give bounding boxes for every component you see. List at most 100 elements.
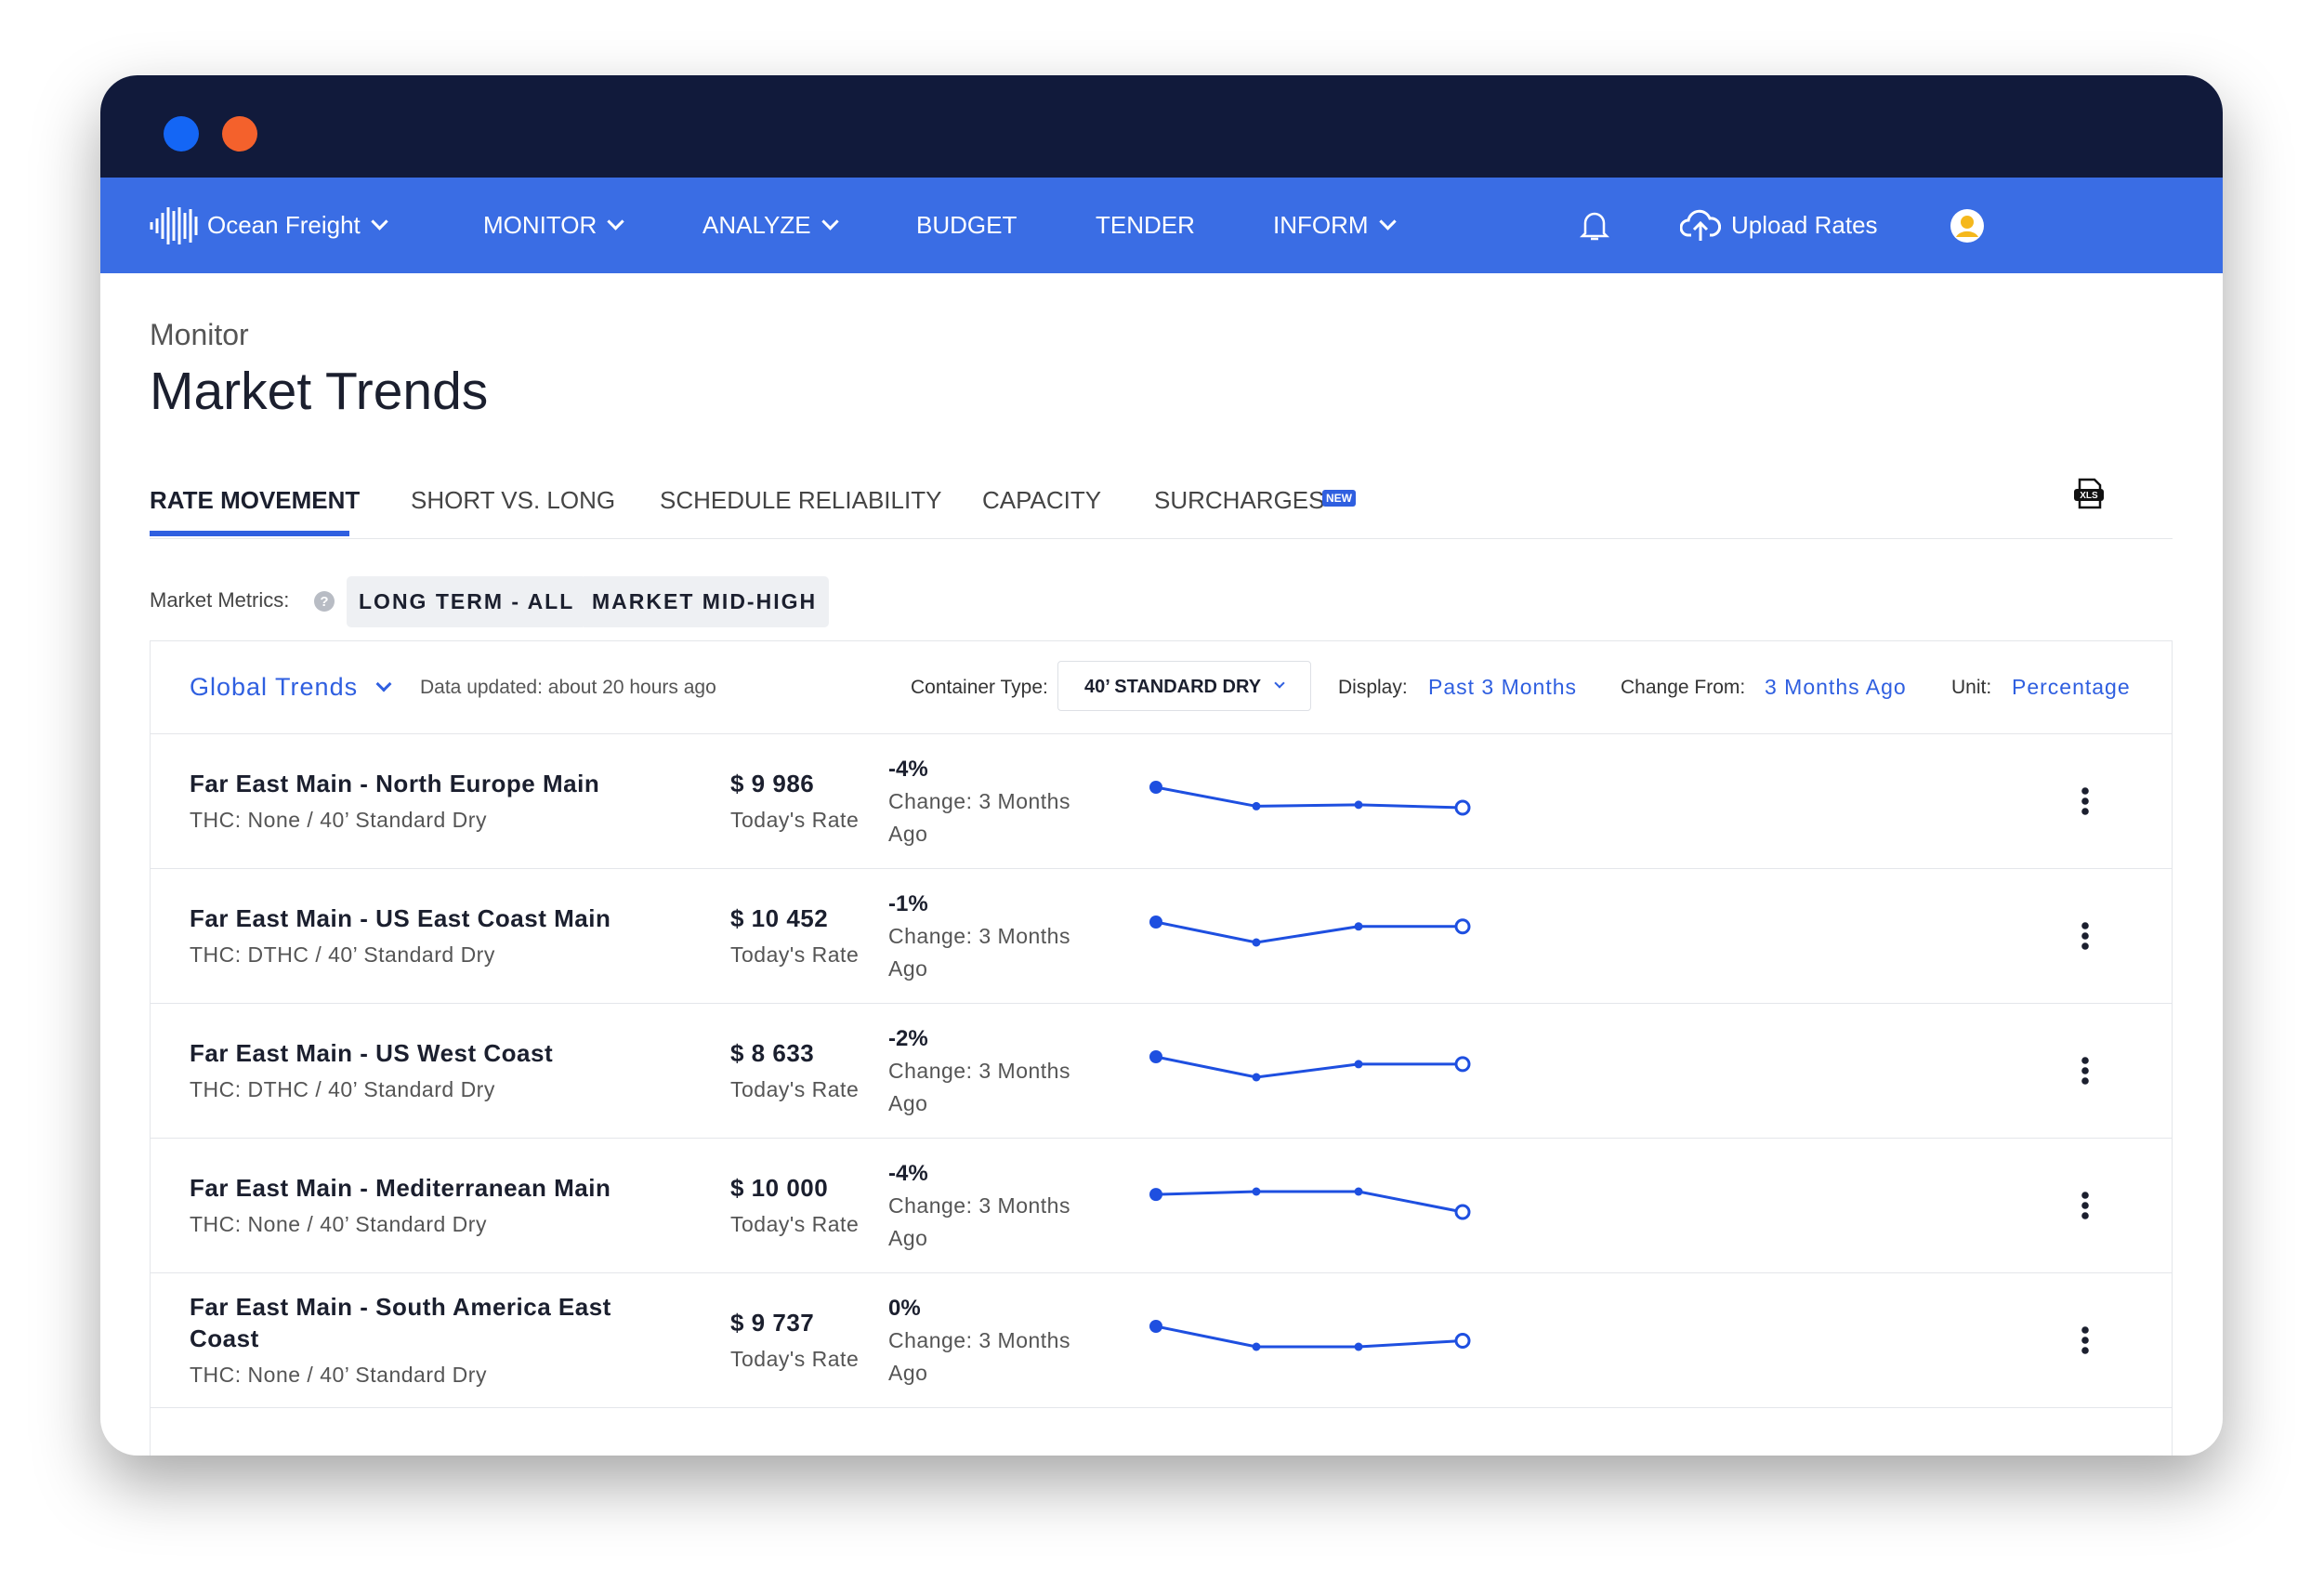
nav-label: INFORM [1273, 211, 1369, 239]
tab[interactable]: SURCHARGES [1154, 486, 1325, 514]
nav-label: TENDER [1096, 211, 1195, 239]
nav-item[interactable]: INFORM [1273, 178, 1397, 273]
tab[interactable]: CAPACITY [982, 486, 1102, 514]
menu-dot [2081, 1337, 2089, 1344]
change-col: 0% Change: 3 Months Ago [888, 1273, 1088, 1408]
lane-thc: THC: DTHC / 40’ Standard Dry [190, 942, 495, 967]
menu-dot [2081, 1347, 2089, 1354]
nav-item[interactable]: ANALYZE [702, 178, 839, 273]
help-icon[interactable]: ? [313, 590, 335, 613]
lane-row[interactable]: Far East Main - US East Coast Main THC: D… [151, 868, 2172, 1004]
lane-name: Far East Main - US West Coast [190, 1038, 554, 1067]
nav-item[interactable]: MONITOR [483, 178, 624, 273]
row-menu[interactable] [2081, 1192, 2089, 1219]
change-col: -4% Change: 3 Months Ago [888, 734, 1088, 869]
breadcrumb: Monitor [150, 318, 249, 351]
rate-col: $ 10 000 Today's Rate [730, 1139, 859, 1273]
avatar[interactable] [1950, 208, 1985, 244]
lane-row[interactable]: Far East Main - South America East Coast… [151, 1272, 2172, 1408]
rate: $ 10 000 [730, 1173, 829, 1202]
change-label: Change: 3 Months Ago [888, 1058, 1070, 1115]
change-label: Change From: [1621, 677, 1746, 698]
lane-row[interactable]: Far East Main - US West Coast THC: DTHC /… [151, 1003, 2172, 1139]
lane-row[interactable]: North Europe Main - US West Coast $ 10 71… [151, 1407, 2172, 1456]
row-menu[interactable] [2081, 1326, 2089, 1354]
svg-text:XLS: XLS [2080, 491, 2098, 501]
container-value: 40’ STANDARD DRY [1084, 677, 1262, 697]
product-name: Ocean Freight [207, 211, 361, 239]
tab[interactable]: RATE MOVEMENT [150, 486, 361, 514]
product-menu[interactable]: Ocean Freight [207, 178, 388, 273]
menu-dot [2081, 932, 2089, 940]
change-label: Change: 3 Months Ago [888, 788, 1070, 846]
trend-point [1454, 799, 1471, 816]
rate: $ 8 633 [730, 1038, 815, 1067]
trend-line [1155, 1190, 1464, 1214]
trend-point [1149, 916, 1162, 929]
menu-dot [2081, 787, 2089, 795]
nav-item[interactable]: BUDGET [916, 178, 1017, 273]
rate-label: Today's Rate [730, 1211, 860, 1236]
lane-col: Far East Main - US East Coast Main THC: D… [190, 869, 636, 1004]
sparkline [1149, 781, 2089, 816]
trend-point [1354, 922, 1363, 931]
rate: $ 9 986 [730, 769, 815, 797]
rate-col: $ 10 452 Today's Rate [730, 869, 859, 1004]
unit-label: Unit: [1951, 677, 1992, 698]
trend-point [1252, 1073, 1261, 1082]
trend-line [1155, 1324, 1464, 1349]
display-value[interactable]: Past 3 Months [1428, 675, 1578, 699]
trend-point [1354, 1187, 1363, 1196]
nav-label: BUDGET [916, 211, 1018, 239]
tab[interactable]: SCHEDULE RELIABILITY [660, 486, 942, 514]
change: -4% [888, 1160, 928, 1186]
lane-col: Far East Main - Mediterranean Main THC: N… [190, 1139, 636, 1273]
change: -2% [888, 1025, 928, 1051]
unit-value[interactable]: Percentage [2012, 675, 2131, 699]
bell-icon[interactable] [1580, 209, 1609, 243]
window-dot[interactable] [164, 116, 199, 152]
trend-point [1354, 800, 1363, 810]
tab-divider [150, 538, 2173, 539]
trend-line [1155, 785, 1464, 810]
lane-name: Far East Main - US East Coast Main [190, 903, 611, 932]
logo [150, 207, 198, 244]
xls-icon[interactable]: XLS [2072, 477, 2106, 510]
trend-point [1454, 1056, 1471, 1073]
lane-thc: THC: None / 40’ Standard Dry [190, 807, 487, 832]
lane-name: Far East Main - Mediterranean Main [190, 1173, 611, 1202]
sparkline [1149, 1187, 2089, 1220]
lane-row[interactable]: Far East Main - North Europe Main THC: No… [151, 733, 2172, 869]
rate-col: $ 9 986 Today's Rate [730, 734, 859, 869]
metric-chip[interactable]: LONG TERM - ALL [347, 576, 587, 627]
lane-thc: THC: None / 40’ Standard Dry [190, 1211, 487, 1236]
change-value[interactable]: 3 Months Ago [1765, 675, 1907, 699]
menu-dot [2081, 1202, 2089, 1209]
trend-point [1454, 1204, 1471, 1220]
upload-rates[interactable]: Upload Rates [1731, 211, 1878, 239]
nav-item[interactable]: TENDER [1096, 178, 1195, 273]
lane-name: Far East Main - North Europe Main [190, 769, 600, 797]
lane-col: North Europe Main - US West Coast [190, 1408, 636, 1456]
trends-card: Global Trends Data updated: about 20 hou… [150, 640, 2173, 1456]
change: -1% [888, 890, 928, 916]
trend-point [1149, 1050, 1162, 1063]
trend-line [1155, 920, 1463, 944]
metric-chip[interactable]: MARKET MID-HIGH [580, 576, 830, 627]
container-dropdown[interactable]: 40’ STANDARD DRY [1057, 661, 1311, 711]
display-label: Display: [1338, 677, 1408, 698]
trend-point [1252, 801, 1261, 810]
row-menu[interactable] [2081, 922, 2089, 950]
lane-col: Far East Main - US West Coast THC: DTHC /… [190, 1004, 636, 1139]
lane-row[interactable]: Far East Main - Mediterranean Main THC: N… [151, 1138, 2172, 1273]
panel-title[interactable]: Global Trends [190, 641, 392, 733]
upload-icon[interactable] [1680, 207, 1721, 244]
row-menu[interactable] [2081, 1057, 2089, 1085]
row-menu[interactable] [2081, 787, 2089, 815]
app-window: Ocean Freight MONITOR ANALYZE BUDGET TEN… [100, 75, 2223, 1456]
tab[interactable]: SHORT VS. LONG [411, 486, 616, 514]
trend-point [1252, 938, 1261, 947]
lane-name: Far East Main - South America East Coast [190, 1292, 611, 1352]
window-dot[interactable] [222, 116, 257, 152]
